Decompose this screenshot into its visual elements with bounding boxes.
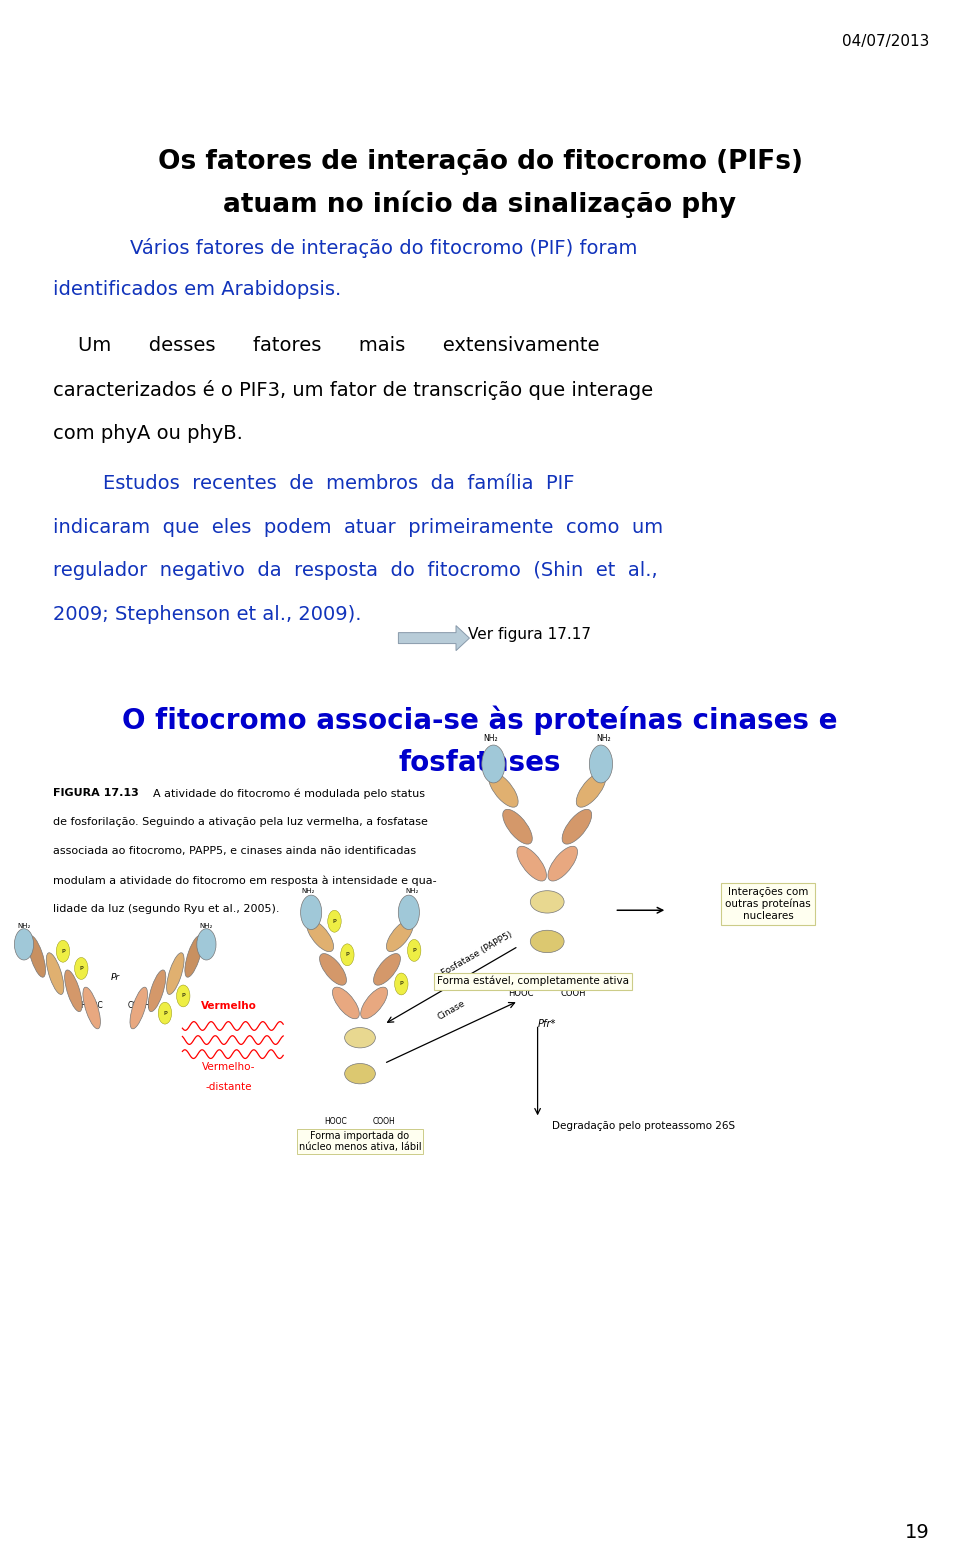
Circle shape	[482, 744, 505, 784]
Ellipse shape	[361, 987, 388, 1018]
Ellipse shape	[345, 1028, 375, 1048]
Text: lidade da luz (segundo Ryu et al., 2005).: lidade da luz (segundo Ryu et al., 2005)…	[53, 904, 279, 913]
Circle shape	[327, 910, 341, 932]
Text: COOH: COOH	[128, 1001, 151, 1010]
Text: NH₂: NH₂	[405, 888, 419, 893]
Ellipse shape	[373, 954, 400, 985]
Text: NH₂: NH₂	[596, 735, 612, 743]
Ellipse shape	[46, 952, 63, 995]
Ellipse shape	[345, 1064, 375, 1084]
FancyArrow shape	[398, 626, 469, 651]
Text: -distante: -distante	[205, 1082, 252, 1092]
Text: Um      desses      fatores      mais      extensivamente: Um desses fatores mais extensivamente	[53, 336, 599, 355]
Text: O fitocromo associa-se às proteínas cinases e: O fitocromo associa-se às proteínas cina…	[122, 705, 838, 735]
Circle shape	[57, 940, 70, 962]
Text: caracterizados é o PIF3, um fator de transcrição que interage: caracterizados é o PIF3, um fator de tra…	[53, 380, 653, 400]
Text: COOH: COOH	[372, 1117, 396, 1126]
Ellipse shape	[489, 773, 518, 807]
Text: P: P	[333, 918, 336, 924]
Text: P: P	[181, 993, 185, 998]
Ellipse shape	[576, 773, 606, 807]
Text: HOOC: HOOC	[324, 1117, 348, 1126]
Text: identificados em Arabidopsis.: identificados em Arabidopsis.	[53, 280, 341, 299]
Text: P: P	[413, 948, 416, 952]
Text: fosfatases: fosfatases	[398, 749, 562, 777]
Circle shape	[197, 929, 216, 960]
Text: indicaram  que  eles  podem  atuar  primeiramente  como  um: indicaram que eles podem atuar primeiram…	[53, 518, 663, 536]
Text: FIGURA 17.13: FIGURA 17.13	[53, 788, 138, 798]
Text: Os fatores de interação do fitocromo (PIFs): Os fatores de interação do fitocromo (PI…	[157, 149, 803, 175]
Ellipse shape	[548, 846, 578, 881]
Circle shape	[75, 957, 88, 979]
Text: Estudos  recentes  de  membros  da  família  PIF: Estudos recentes de membros da família P…	[53, 474, 574, 493]
Text: Vários fatores de interação do fitocromo (PIF) foram: Vários fatores de interação do fitocromo…	[130, 238, 637, 258]
Ellipse shape	[530, 931, 564, 952]
Text: COOH: COOH	[561, 988, 587, 998]
Circle shape	[395, 973, 408, 995]
Ellipse shape	[503, 809, 532, 845]
Ellipse shape	[306, 920, 333, 951]
Text: Pfr: Pfr	[354, 1145, 366, 1153]
Text: com phyA ou phyB.: com phyA ou phyB.	[53, 424, 243, 443]
Text: de fosforilação. Seguindo a ativação pela luz vermelha, a fosfatase: de fosforilação. Seguindo a ativação pel…	[53, 816, 427, 827]
Ellipse shape	[167, 952, 184, 995]
Circle shape	[398, 895, 420, 929]
Text: NH₂: NH₂	[301, 888, 315, 893]
Text: Vermelho: Vermelho	[201, 1001, 256, 1010]
Text: P: P	[346, 952, 349, 957]
Text: 2009; Stephenson et al., 2009).: 2009; Stephenson et al., 2009).	[53, 605, 361, 624]
Ellipse shape	[28, 935, 45, 978]
Text: Degradação pelo proteassomo 26S: Degradação pelo proteassomo 26S	[552, 1121, 735, 1131]
Text: P: P	[61, 949, 65, 954]
Text: HOOC: HOOC	[80, 1001, 103, 1010]
Ellipse shape	[64, 970, 83, 1012]
Text: associada ao fitocromo, PAPP5, e cinases ainda não identificadas: associada ao fitocromo, PAPP5, e cinases…	[53, 846, 416, 856]
Text: NH₂: NH₂	[483, 735, 498, 743]
Ellipse shape	[320, 954, 347, 985]
Ellipse shape	[83, 987, 101, 1029]
Ellipse shape	[332, 987, 359, 1018]
Text: modulam a atividade do fitocromo em resposta à intensidade e qua-: modulam a atividade do fitocromo em resp…	[53, 874, 437, 885]
Text: P: P	[163, 1010, 167, 1015]
Text: Vermelho-: Vermelho-	[202, 1062, 255, 1071]
Ellipse shape	[516, 846, 546, 881]
Text: Forma estável, completamente ativa: Forma estável, completamente ativa	[437, 976, 629, 987]
Circle shape	[158, 1003, 172, 1024]
Text: Ver figura 17.17: Ver figura 17.17	[468, 627, 591, 643]
Text: NH₂: NH₂	[17, 923, 31, 929]
Text: HOOC: HOOC	[508, 988, 534, 998]
Text: Interações com
outras proteínas
nucleares: Interações com outras proteínas nucleare…	[725, 887, 811, 921]
Ellipse shape	[387, 920, 414, 951]
Text: regulador  negativo  da  resposta  do  fitocromo  (Shin  et  al.,: regulador negativo da resposta do fitocr…	[53, 561, 658, 580]
Text: Pfr*: Pfr*	[538, 1018, 557, 1029]
Circle shape	[407, 940, 420, 962]
Text: P: P	[399, 982, 403, 987]
Ellipse shape	[185, 935, 203, 978]
Circle shape	[14, 929, 34, 960]
Text: Forma importada do
núcleo menos ativa, lábil: Forma importada do núcleo menos ativa, l…	[299, 1131, 421, 1153]
Text: Cinase: Cinase	[436, 999, 467, 1021]
Circle shape	[300, 895, 322, 929]
Text: 19: 19	[904, 1523, 929, 1542]
Text: NH₂: NH₂	[200, 923, 213, 929]
Ellipse shape	[130, 987, 148, 1029]
Circle shape	[589, 744, 612, 784]
Text: Fosfatase (PAPP5): Fosfatase (PAPP5)	[440, 931, 515, 978]
Text: P: P	[80, 967, 84, 971]
Text: 04/07/2013: 04/07/2013	[842, 34, 929, 50]
Ellipse shape	[563, 809, 591, 845]
Circle shape	[341, 943, 354, 965]
Text: atuam no início da sinalização phy: atuam no início da sinalização phy	[224, 191, 736, 219]
Ellipse shape	[530, 890, 564, 913]
Ellipse shape	[148, 970, 166, 1012]
Text: Pr: Pr	[110, 973, 120, 982]
Circle shape	[177, 985, 190, 1007]
Text: A atividade do fitocromo é modulada pelo status: A atividade do fitocromo é modulada pelo…	[146, 788, 425, 799]
